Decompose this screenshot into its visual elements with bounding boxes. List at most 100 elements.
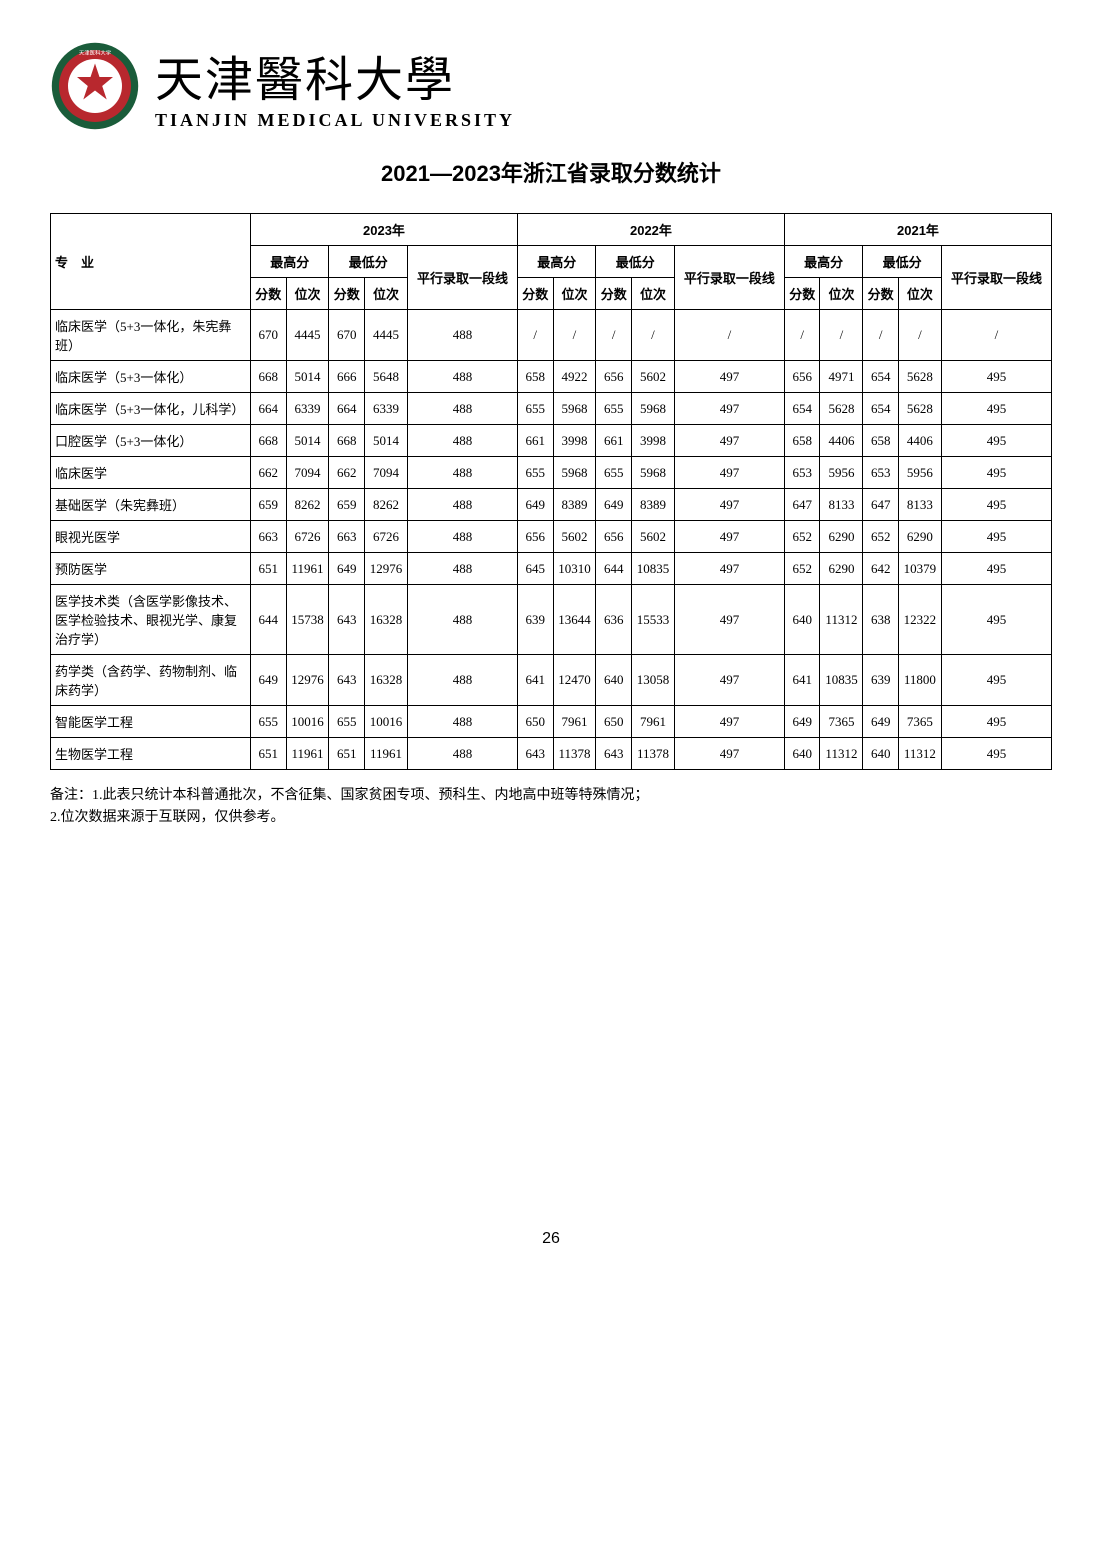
data-cell: 652: [784, 553, 820, 585]
data-cell: 497: [674, 706, 784, 738]
data-cell: 488: [407, 489, 517, 521]
data-cell: 495: [941, 425, 1051, 457]
data-cell: 488: [407, 706, 517, 738]
page-number: 26: [50, 1230, 1052, 1248]
table-row: 智能医学工程6551001665510016488650796165079614…: [51, 706, 1052, 738]
data-cell: 11378: [553, 738, 596, 770]
university-name-cn: 天津醫科大學: [155, 40, 515, 110]
data-cell: 6290: [898, 521, 941, 553]
header-max: 最高分: [251, 246, 329, 278]
data-cell: 4445: [286, 310, 329, 361]
data-cell: 11961: [365, 738, 408, 770]
data-cell: 661: [517, 425, 553, 457]
major-cell: 临床医学: [51, 457, 251, 489]
data-cell: /: [517, 310, 553, 361]
major-cell: 预防医学: [51, 553, 251, 585]
data-cell: 8389: [553, 489, 596, 521]
header-score: 分数: [251, 278, 287, 310]
data-cell: /: [674, 310, 784, 361]
data-cell: /: [596, 310, 632, 361]
data-cell: 8262: [365, 489, 408, 521]
data-cell: 10835: [631, 553, 674, 585]
data-cell: 8133: [820, 489, 863, 521]
data-cell: 12470: [553, 655, 596, 706]
header-year-2021: 2021年: [784, 214, 1051, 246]
data-cell: 670: [251, 310, 287, 361]
data-cell: 6726: [286, 521, 329, 553]
table-row: 口腔医学（5+3一体化）6685014668501448866139986613…: [51, 425, 1052, 457]
data-cell: 650: [596, 706, 632, 738]
table-row: 临床医学（5+3一体化，朱宪彝班）67044456704445488//////…: [51, 310, 1052, 361]
data-cell: 10835: [820, 655, 863, 706]
header-batch: 平行录取一段线: [674, 246, 784, 310]
header-rank: 位次: [286, 278, 329, 310]
data-cell: 5648: [365, 361, 408, 393]
data-cell: 640: [784, 585, 820, 655]
data-cell: 656: [784, 361, 820, 393]
data-cell: 495: [941, 553, 1051, 585]
data-cell: 642: [863, 553, 899, 585]
header-rank: 位次: [898, 278, 941, 310]
data-cell: 640: [863, 738, 899, 770]
data-cell: 10016: [286, 706, 329, 738]
data-cell: 639: [517, 585, 553, 655]
data-cell: 7094: [365, 457, 408, 489]
data-cell: 7094: [286, 457, 329, 489]
header-score: 分数: [517, 278, 553, 310]
data-cell: 644: [596, 553, 632, 585]
data-cell: 649: [596, 489, 632, 521]
data-cell: 655: [517, 457, 553, 489]
header-min: 最低分: [596, 246, 674, 278]
data-cell: 488: [407, 553, 517, 585]
data-cell: 5968: [553, 457, 596, 489]
data-cell: 655: [596, 457, 632, 489]
data-cell: 8389: [631, 489, 674, 521]
data-cell: 668: [251, 361, 287, 393]
data-cell: 661: [596, 425, 632, 457]
page-header: 天津医科大学 天津醫科大學 TIANJIN MEDICAL UNIVERSITY: [50, 40, 1052, 131]
data-cell: 6339: [286, 393, 329, 425]
data-cell: 651: [251, 553, 287, 585]
table-row: 药学类（含药学、药物制剂、临床药学）6491297664316328488641…: [51, 655, 1052, 706]
data-cell: 647: [784, 489, 820, 521]
data-cell: 640: [596, 655, 632, 706]
data-cell: 654: [784, 393, 820, 425]
header-rank: 位次: [631, 278, 674, 310]
data-cell: 12976: [365, 553, 408, 585]
data-cell: 10379: [898, 553, 941, 585]
data-cell: 643: [517, 738, 553, 770]
data-cell: 7365: [898, 706, 941, 738]
data-cell: 658: [784, 425, 820, 457]
data-cell: 495: [941, 393, 1051, 425]
data-cell: 639: [863, 655, 899, 706]
header-max: 最高分: [517, 246, 595, 278]
header-batch: 平行录取一段线: [407, 246, 517, 310]
data-cell: 663: [251, 521, 287, 553]
major-cell: 基础医学（朱宪彝班）: [51, 489, 251, 521]
data-cell: 643: [596, 738, 632, 770]
data-cell: 6290: [820, 521, 863, 553]
header-min: 最低分: [863, 246, 941, 278]
data-cell: 16328: [365, 655, 408, 706]
header-min: 最低分: [329, 246, 407, 278]
data-cell: 663: [329, 521, 365, 553]
data-cell: /: [553, 310, 596, 361]
data-cell: 653: [863, 457, 899, 489]
data-cell: 497: [674, 361, 784, 393]
data-cell: 488: [407, 393, 517, 425]
data-cell: 658: [517, 361, 553, 393]
data-cell: 641: [784, 655, 820, 706]
header-rank: 位次: [553, 278, 596, 310]
major-cell: 口腔医学（5+3一体化）: [51, 425, 251, 457]
data-cell: 11312: [898, 738, 941, 770]
table-row: 预防医学651119616491297648864510310644108354…: [51, 553, 1052, 585]
data-cell: 5956: [820, 457, 863, 489]
data-cell: 495: [941, 457, 1051, 489]
data-cell: 16328: [365, 585, 408, 655]
data-cell: 649: [517, 489, 553, 521]
university-logo: 天津医科大学: [50, 41, 140, 131]
svg-text:天津医科大学: 天津医科大学: [79, 48, 112, 56]
data-cell: 649: [329, 553, 365, 585]
data-cell: 8133: [898, 489, 941, 521]
admission-stats-table: 专 业 2023年 2022年 2021年 最高分 最低分 平行录取一段线 最高…: [50, 213, 1052, 770]
